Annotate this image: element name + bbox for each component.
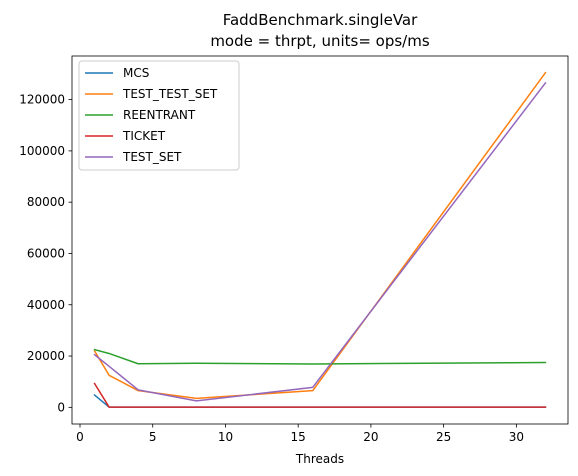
y-tick-label: 100000 xyxy=(19,144,65,158)
legend-label: TEST_TEST_SET xyxy=(122,87,218,101)
legend-label: MCS xyxy=(123,66,149,80)
x-tick-label: 15 xyxy=(291,430,306,444)
x-tick-label: 25 xyxy=(436,430,451,444)
x-axis-label: Threads xyxy=(295,452,344,466)
y-tick-label: 80000 xyxy=(27,195,65,209)
legend-label: REENTRANT xyxy=(123,108,196,122)
y-tick-label: 40000 xyxy=(27,298,65,312)
x-tick-label: 0 xyxy=(76,430,84,444)
x-tick-label: 10 xyxy=(218,430,233,444)
x-tick-label: 5 xyxy=(149,430,157,444)
x-tick-label: 20 xyxy=(363,430,378,444)
chart-title: FaddBenchmark.singleVar xyxy=(223,11,418,29)
chart-subtitle: mode = thrpt, units= ops/ms xyxy=(210,32,430,50)
legend-label: TICKET xyxy=(122,129,166,143)
y-tick-label: 120000 xyxy=(19,93,65,107)
legend-label: TEST_SET xyxy=(122,150,182,164)
legend: MCS TEST_TEST_SET REENTRANT TICKET TEST_SET xyxy=(79,61,239,170)
y-tick-label: 60000 xyxy=(27,246,65,260)
y-tick-label: 0 xyxy=(57,400,65,414)
x-tick-label: 30 xyxy=(509,430,524,444)
y-tick-label: 20000 xyxy=(27,349,65,363)
